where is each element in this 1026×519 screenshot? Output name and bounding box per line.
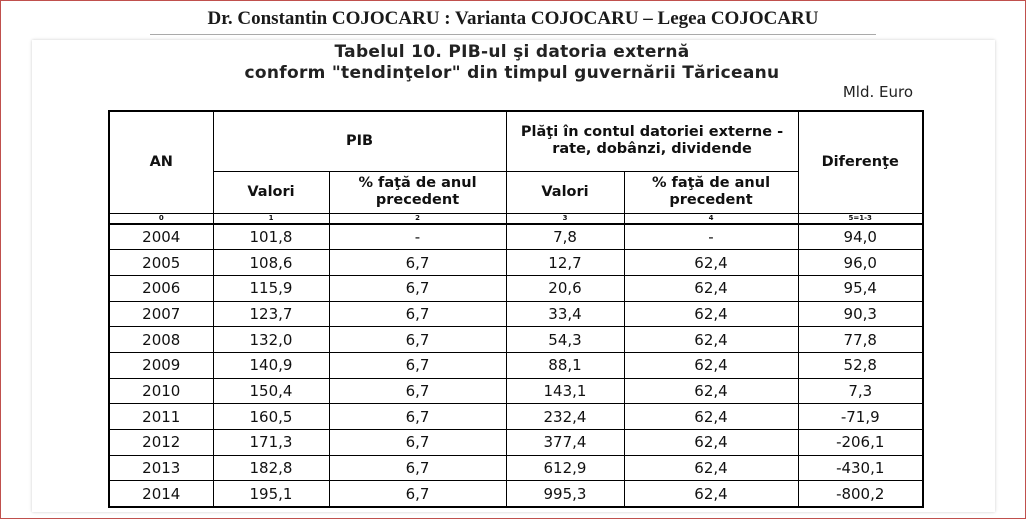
table-cell: 20,6: [505, 274, 625, 302]
table-row: 2012 171,3 6,7 377,4 62,4 -206,1: [108, 429, 924, 456]
table-cell: 6,7: [328, 377, 507, 405]
table-cell: 115,9: [212, 274, 330, 302]
table-cell: 995,3: [505, 480, 625, 508]
header-cell: AN: [108, 110, 214, 214]
table-title: Tabelul 10. PIB-ul şi datoria externă: [334, 42, 690, 62]
column-number-row: 0 1 2 3 4 5=1-3: [108, 212, 924, 225]
table-cell: 6,7: [328, 300, 507, 328]
table-cell: 95,4: [797, 274, 924, 302]
table-cell: 132,0: [212, 326, 330, 353]
table-cell: 90,3: [797, 300, 924, 328]
table-row: 2010 150,4 6,7 143,1 62,4 7,3: [108, 377, 924, 405]
table-cell: 150,4: [212, 377, 330, 405]
table-row: 2009 140,9 6,7 88,1 62,4 52,8: [108, 351, 924, 379]
table-cell: 62,4: [623, 326, 799, 353]
table-cell: 6,7: [328, 274, 507, 302]
table-cell: 77,8: [797, 326, 924, 353]
table-cell: 62,4: [623, 249, 799, 276]
header-title: Dr. Constantin COJOCARU : Varianta COJOC…: [150, 8, 876, 35]
column-number: 3: [505, 212, 625, 225]
table-cell: 52,8: [797, 351, 924, 379]
table-cell: 2007: [108, 300, 214, 328]
table-cell: 96,0: [797, 249, 924, 276]
header-cell: Valori: [505, 170, 625, 214]
table-cell: 6,7: [328, 480, 507, 508]
table-cell: 6,7: [328, 351, 507, 379]
table-row: 2004 101,8-7,8-94,0: [108, 222, 924, 251]
header-cell: Plăţi în contul datoriei externe - rate,…: [505, 110, 799, 172]
column-number: 5=1-3: [797, 212, 924, 225]
header-cell: PIB: [212, 110, 507, 172]
table-cell: 2014: [108, 480, 214, 508]
column-number: 4: [623, 212, 799, 225]
table-cell: 88,1: [505, 351, 625, 379]
column-number: 2: [328, 212, 507, 225]
table-cell: 195,1: [212, 480, 330, 508]
table-row: 2006 115,9 6,7 20,6 62,4 95,4: [108, 274, 924, 302]
table-cell: 2013: [108, 454, 214, 482]
table-cell: 612,9: [505, 454, 625, 482]
table-cell: -: [328, 222, 507, 251]
table: AN PIB Plăţi în contul datoriei externe …: [108, 110, 924, 509]
table-cell: -71,9: [797, 403, 924, 430]
table-cell: 123,7: [212, 300, 330, 328]
table-cell: 62,4: [623, 480, 799, 508]
header-cell: % faţă de anul precedent: [623, 170, 799, 214]
table-cell: 160,5: [212, 403, 330, 430]
table-cell: 62,4: [623, 377, 799, 405]
table-cell: 62,4: [623, 274, 799, 302]
table-cell: -430,1: [797, 454, 924, 482]
table-cell: 232,4: [505, 403, 625, 430]
table-row: 2005 108,6 6,7 12,7 62,4 96,0: [108, 249, 924, 276]
table-cell: 140,9: [212, 351, 330, 379]
table-cell: 7,8: [505, 222, 625, 251]
table-row: 2007 123,7 6,7 33,4 62,4 90,3: [108, 300, 924, 328]
table-cell: 62,4: [623, 429, 799, 456]
table-cell: 2010: [108, 377, 214, 405]
table-cell: 171,3: [212, 429, 330, 456]
table-cell: 62,4: [623, 403, 799, 430]
table-cell: 62,4: [623, 454, 799, 482]
slide: Tabelul 10. PIB-ul şi datoria externă co…: [32, 40, 995, 512]
table-cell: 94,0: [797, 222, 924, 251]
table-cell: 12,7: [505, 249, 625, 276]
column-number: 0: [108, 212, 214, 225]
header-cell: Valori: [212, 170, 330, 214]
table-cell: 182,8: [212, 454, 330, 482]
table-cell: 6,7: [328, 429, 507, 456]
table-cell: 2009: [108, 351, 214, 379]
table-cell: 54,3: [505, 326, 625, 353]
table-row: 2011 160,5 6,7 232,4 62,4 -71,9: [108, 403, 924, 430]
table-title: conform "tendinţelor" din timpul guvernă…: [244, 63, 780, 83]
table-row: 2014 195,1 6,7 995,3 62,4 -800,2: [108, 480, 924, 508]
table-cell: -: [623, 222, 799, 251]
table-cell: 62,4: [623, 300, 799, 328]
table-cell: 377,4: [505, 429, 625, 456]
table-cell: 7,3: [797, 377, 924, 405]
table-cell: 2012: [108, 429, 214, 456]
table-row: 2008 132,0 6,7 54,3 62,4 77,8: [108, 326, 924, 353]
table-cell: 101,8: [212, 222, 330, 251]
table-cell: 2005: [108, 249, 214, 276]
table-cell: 6,7: [328, 326, 507, 353]
table-cell: 6,7: [328, 249, 507, 276]
table-row: 2013 182,8 6,7 612,9 62,4 -430,1: [108, 454, 924, 482]
table-cell: 108,6: [212, 249, 330, 276]
table-cell: 6,7: [328, 403, 507, 430]
table-cell: 6,7: [328, 454, 507, 482]
table-cell: 2004: [108, 222, 214, 251]
unit: Mld. Euro: [842, 83, 913, 101]
table-cell: -206,1: [797, 429, 924, 456]
table-cell: 2006: [108, 274, 214, 302]
table-cell: 33,4: [505, 300, 625, 328]
header-cell: Diferenţe: [797, 110, 924, 214]
column-number: 1: [212, 212, 330, 225]
table-cell: 143,1: [505, 377, 625, 405]
table-cell: 2011: [108, 403, 214, 430]
table-cell: 2008: [108, 326, 214, 353]
table-cell: 62,4: [623, 351, 799, 379]
table-cell: -800,2: [797, 480, 924, 508]
header-cell: % faţă de anul precedent: [328, 170, 507, 214]
